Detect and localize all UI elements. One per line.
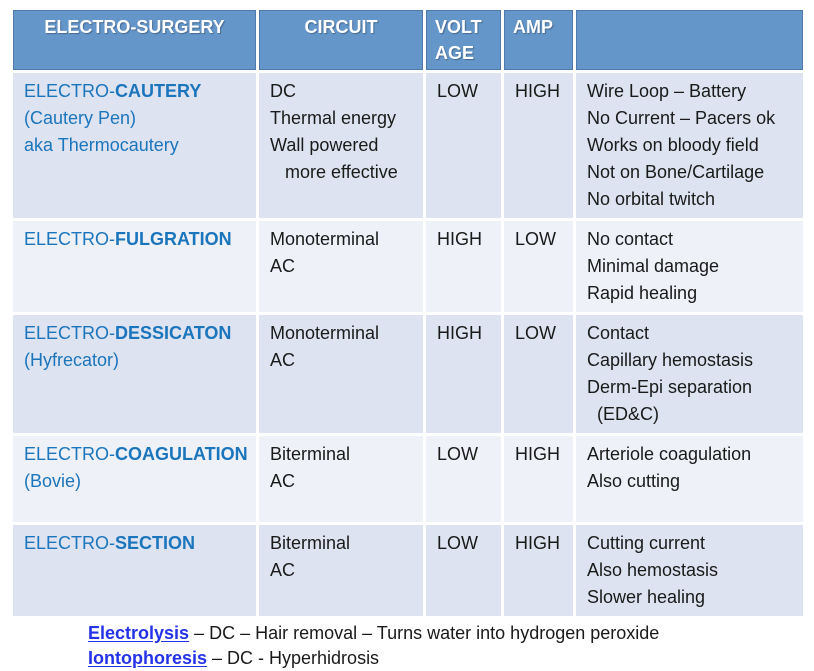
row-name-prefix: ELECTRO- [24, 323, 116, 343]
footnote-line: Electrolysis – DC – Hair removal – Turns… [88, 621, 814, 646]
cell-voltage: LOW [426, 525, 501, 616]
cell-voltage: HIGH [426, 315, 501, 433]
col-header-circuit: CIRCUIT [259, 10, 423, 70]
col-header-amp: AMP [504, 10, 573, 70]
cell-name: ELECTRO-COAGULATION (Bovie) [13, 436, 256, 522]
footnote-term: Iontophoresis [88, 648, 208, 668]
row-name-prefix: ELECTRO- [24, 533, 116, 553]
row-name-sub: (Cautery Pen) aka Thermocautery [24, 108, 179, 155]
cell-amp: HIGH [504, 73, 573, 218]
row-name-prefix: ELECTRO- [24, 81, 116, 101]
row-name-prefix: ELECTRO- [24, 444, 116, 464]
table-row: ELECTRO-SECTION Biterminal AC LOW HIGH C… [13, 525, 803, 616]
cell-name: ELECTRO-DESSICATON (Hyfrecator) [13, 315, 256, 433]
footnotes: Electrolysis – DC – Hair removal – Turns… [88, 621, 814, 671]
cell-circuit: Monoterminal AC [259, 315, 423, 433]
cell-circuit: Biterminal AC [259, 436, 423, 522]
table-row: ELECTRO-CAUTERY (Cautery Pen) aka Thermo… [13, 73, 803, 218]
cell-amp: HIGH [504, 525, 573, 616]
cell-amp: LOW [504, 315, 573, 433]
footnote-term: Electrolysis [88, 623, 190, 643]
row-name-prefix: ELECTRO- [24, 229, 116, 249]
cell-amp: HIGH [504, 436, 573, 522]
electro-surgery-table: ELECTRO-SURGERY CIRCUIT VOLT AGE AMP ELE… [10, 7, 806, 619]
cell-name: ELECTRO-CAUTERY (Cautery Pen) aka Thermo… [13, 73, 256, 218]
row-name-sub: (Hyfrecator) [24, 350, 120, 370]
cell-notes: No contact Minimal damage Rapid healing [576, 221, 803, 312]
row-name-bold: COAGULATION [115, 444, 248, 464]
cell-voltage: LOW [426, 73, 501, 218]
cell-circuit: DC Thermal energy Wall powered more effe… [259, 73, 423, 218]
col-header-voltage: VOLT AGE [426, 10, 501, 70]
col-header-electro-surgery: ELECTRO-SURGERY [13, 10, 256, 70]
header-row: ELECTRO-SURGERY CIRCUIT VOLT AGE AMP [13, 10, 803, 70]
row-name-bold: DESSICATON [115, 323, 232, 343]
cell-notes: Contact Capillary hemostasis Derm-Epi se… [576, 315, 803, 433]
table-row: ELECTRO-FULGRATION Monoterminal AC HIGH … [13, 221, 803, 312]
row-name-bold: FULGRATION [115, 229, 232, 249]
cell-notes: Arteriole coagulation Also cutting [576, 436, 803, 522]
cell-name: ELECTRO-SECTION [13, 525, 256, 616]
cell-notes: Cutting current Also hemostasis Slower h… [576, 525, 803, 616]
col-header-notes [576, 10, 803, 70]
cell-circuit: Biterminal AC [259, 525, 423, 616]
table-row: ELECTRO-COAGULATION (Bovie) Biterminal A… [13, 436, 803, 522]
cell-name: ELECTRO-FULGRATION [13, 221, 256, 312]
footnote-text: – DC - Hyperhidrosis [207, 648, 380, 668]
cell-voltage: LOW [426, 436, 501, 522]
row-name-bold: SECTION [115, 533, 196, 553]
cell-amp: LOW [504, 221, 573, 312]
cell-notes: Wire Loop – Battery No Current – Pacers … [576, 73, 803, 218]
footnote-text: – DC – Hair removal – Turns water into h… [189, 623, 660, 643]
cell-voltage: HIGH [426, 221, 501, 312]
footnote-line: Iontophoresis – DC - Hyperhidrosis [88, 646, 814, 671]
cell-circuit: Monoterminal AC [259, 221, 423, 312]
row-name-sub: (Bovie) [24, 471, 82, 491]
table-row: ELECTRO-DESSICATON (Hyfrecator) Monoterm… [13, 315, 803, 433]
row-name-bold: CAUTERY [115, 81, 202, 101]
